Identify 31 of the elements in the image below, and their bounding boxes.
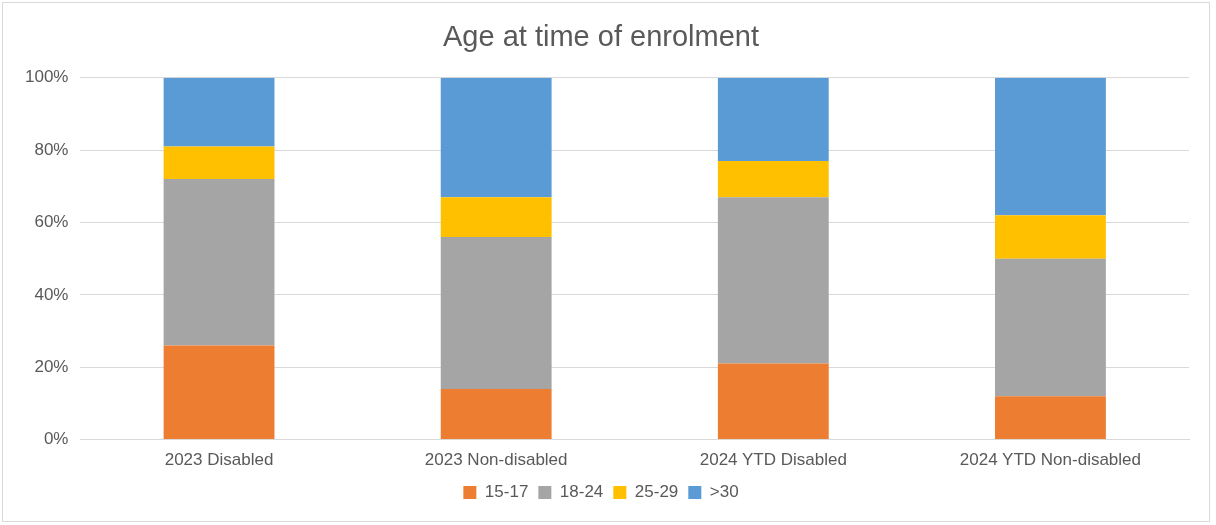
- legend-label: 18-24: [559, 482, 604, 502]
- legend-label: 25-29: [634, 482, 679, 502]
- legend-label: 15-17: [484, 482, 529, 502]
- bar: [717, 363, 829, 440]
- x-tick-label: 2023 Disabled: [164, 450, 274, 470]
- bar: [163, 77, 275, 147]
- y-tick-label: 60%: [34, 212, 69, 232]
- bar: [440, 197, 552, 237]
- bar: [717, 77, 829, 162]
- bar: [163, 146, 275, 180]
- y-tick-label: 20%: [34, 356, 69, 376]
- bar: [440, 388, 552, 440]
- legend-label: >30: [709, 482, 739, 502]
- x-tick-label: 2024 YTD Non-disabled: [959, 450, 1142, 470]
- bar: [163, 345, 275, 440]
- bar: [995, 77, 1106, 216]
- y-tick-label: 80%: [34, 139, 69, 159]
- y-tick-label: 40%: [34, 284, 69, 304]
- y-tick-label: 0%: [43, 429, 69, 449]
- y-tick-label: 100%: [25, 67, 69, 87]
- chart-title: Age at time of enrolment: [443, 20, 759, 53]
- x-tick-label: 2023 Non-disabled: [424, 450, 568, 470]
- bar: [163, 179, 275, 346]
- bar: [440, 236, 552, 389]
- bar: [995, 258, 1106, 397]
- x-tick-label: 2024 YTD Disabled: [699, 450, 847, 470]
- bar: [995, 215, 1106, 259]
- bar: [717, 197, 829, 364]
- bar: [440, 77, 552, 198]
- bar: [995, 396, 1106, 440]
- bar: [717, 161, 829, 198]
